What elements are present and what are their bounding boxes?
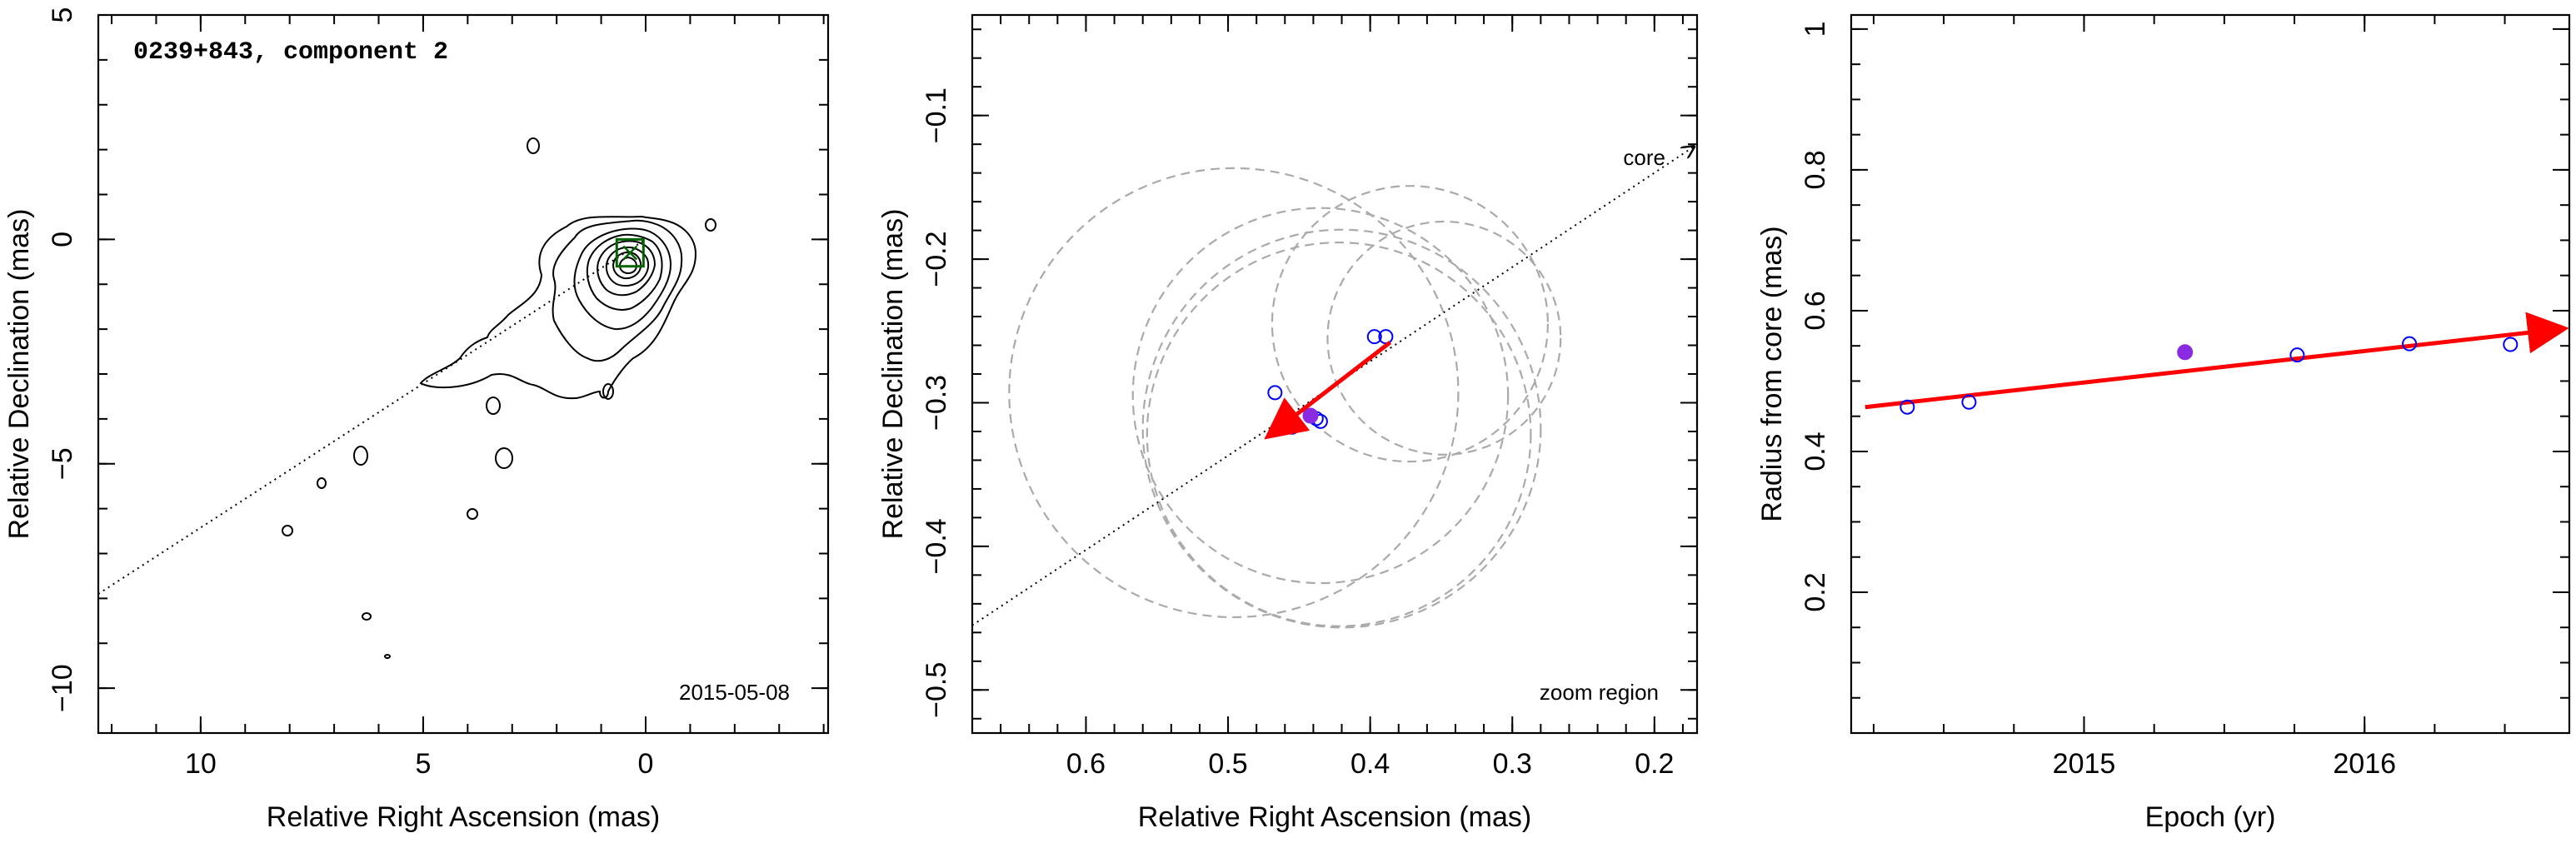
x-tick-label: 0.2 xyxy=(1635,748,1674,780)
contour-island xyxy=(467,508,478,520)
contour-level-4 xyxy=(586,233,663,311)
y-tick-label: −5 xyxy=(47,447,78,480)
contour-island xyxy=(317,477,327,489)
open-radius-point xyxy=(1961,394,1977,410)
y-tick-label: 0 xyxy=(47,232,78,247)
epoch-date-label: 2015-05-08 xyxy=(679,680,790,705)
core-annotation: core xyxy=(1623,145,1665,170)
open-radius-point xyxy=(2503,337,2519,352)
contour-island xyxy=(282,525,293,536)
panel-zoom-region: 0.6 0.5 0.4 0.3 0.2 −0.1 −0.2 −0.3 −0.4 −0.5 core… xyxy=(877,13,1699,833)
contour-island xyxy=(486,397,501,415)
fit-arrow xyxy=(1865,312,2569,410)
x-tick-label: 2015 xyxy=(2053,748,2116,780)
y-tick-label: −0.4 xyxy=(921,518,952,574)
x-tick-label: 5 xyxy=(415,748,431,780)
open-position-point xyxy=(1366,329,1382,345)
position-points xyxy=(1267,329,1394,435)
panel1-x-axis-label: Relative Right Ascension (mas) xyxy=(267,801,660,833)
y-tick-label: −10 xyxy=(47,664,78,712)
x-tick-label: 0.6 xyxy=(1066,748,1106,780)
contour-island xyxy=(705,218,716,232)
x-tick-label: 2016 xyxy=(2333,748,2396,780)
contour-level-8 xyxy=(618,256,638,275)
error-circle xyxy=(1008,167,1460,619)
panel2-x-axis-label: Relative Right Ascension (mas) xyxy=(1138,801,1531,833)
contour-level-3 xyxy=(573,227,672,331)
motion-arrow xyxy=(1264,341,1392,440)
panel3-x-axis-label: Epoch (yr) xyxy=(2145,801,2276,833)
y-tick-label: −0.1 xyxy=(921,87,952,143)
y-tick-label: −0.2 xyxy=(921,232,952,287)
panel2-ticks: 0.6 0.5 0.4 0.3 0.2 −0.1 −0.2 −0.3 −0.4 −0.5 xyxy=(921,15,1697,780)
y-tick-label: −0.3 xyxy=(921,375,952,431)
panel1-title: 0239+843, component 2 xyxy=(133,38,448,67)
contour-level-6 xyxy=(605,247,650,287)
contour-level-5 xyxy=(597,240,656,297)
error-circle xyxy=(1131,207,1510,585)
panel2-frame xyxy=(971,13,1699,735)
y-tick-label: 5 xyxy=(47,7,78,23)
error-circles xyxy=(1008,167,1562,629)
zoom-region-annotation: zoom region xyxy=(1540,680,1659,705)
open-position-point xyxy=(1267,385,1283,401)
contour-level-1 xyxy=(419,215,697,400)
panel3-y-axis-label: Radius from core (mas) xyxy=(1756,226,1788,521)
panel1-y-axis-label: Relative Declination (mas) xyxy=(3,209,35,540)
open-radius-point xyxy=(2402,336,2418,352)
panel-contour-map: 10 5 0 5 0 −5 −10 xyxy=(3,7,830,833)
panel1-ticks: 10 5 0 5 0 −5 −10 xyxy=(47,7,828,780)
error-circle xyxy=(1271,185,1549,463)
x-tick-label: 0.3 xyxy=(1493,748,1532,780)
x-tick-label: 10 xyxy=(185,748,217,780)
y-tick-label: 0.4 xyxy=(1800,431,1831,471)
contour-level-2 xyxy=(552,219,683,362)
contour-island xyxy=(602,383,614,400)
panel3-frame xyxy=(1850,13,2571,735)
x-tick-label: 0 xyxy=(638,748,654,780)
panel1-frame xyxy=(97,13,830,735)
contour-island xyxy=(495,447,513,469)
open-radius-point xyxy=(2289,347,2305,363)
contour-island xyxy=(527,137,540,154)
x-tick-label: 0.5 xyxy=(1208,748,1247,780)
panel2-y-axis-label: Relative Declination (mas) xyxy=(877,209,909,540)
y-tick-label: 1 xyxy=(1800,21,1831,37)
filled-radius-point xyxy=(2177,344,2194,361)
contour-level-7 xyxy=(612,251,642,280)
radius-points xyxy=(1900,336,2519,415)
panel3-ticks: 2015 2016 0.2 0.4 0.6 0.8 1 xyxy=(1800,15,2569,780)
contour-island xyxy=(362,612,372,621)
filled-position-point xyxy=(1302,407,1319,424)
error-circle xyxy=(1146,242,1532,627)
component-box xyxy=(615,237,645,268)
y-tick-label: 0.6 xyxy=(1800,291,1831,330)
panel-radius-vs-epoch: 2015 2016 0.2 0.4 0.6 0.8 1 Epoch (yr) Radius … xyxy=(1756,13,2571,833)
component-cross xyxy=(622,245,638,261)
contour-island xyxy=(384,654,391,659)
y-tick-label: −0.5 xyxy=(921,662,952,718)
contour-map xyxy=(282,137,716,659)
open-radius-point xyxy=(1900,399,1915,415)
error-circle xyxy=(1326,220,1562,456)
error-circle xyxy=(1141,228,1542,629)
y-tick-label: 0.2 xyxy=(1800,572,1831,611)
contour-island xyxy=(353,446,368,466)
y-tick-label: 0.8 xyxy=(1800,150,1831,189)
jet-axis-line xyxy=(97,238,646,595)
x-tick-label: 0.4 xyxy=(1350,748,1390,780)
